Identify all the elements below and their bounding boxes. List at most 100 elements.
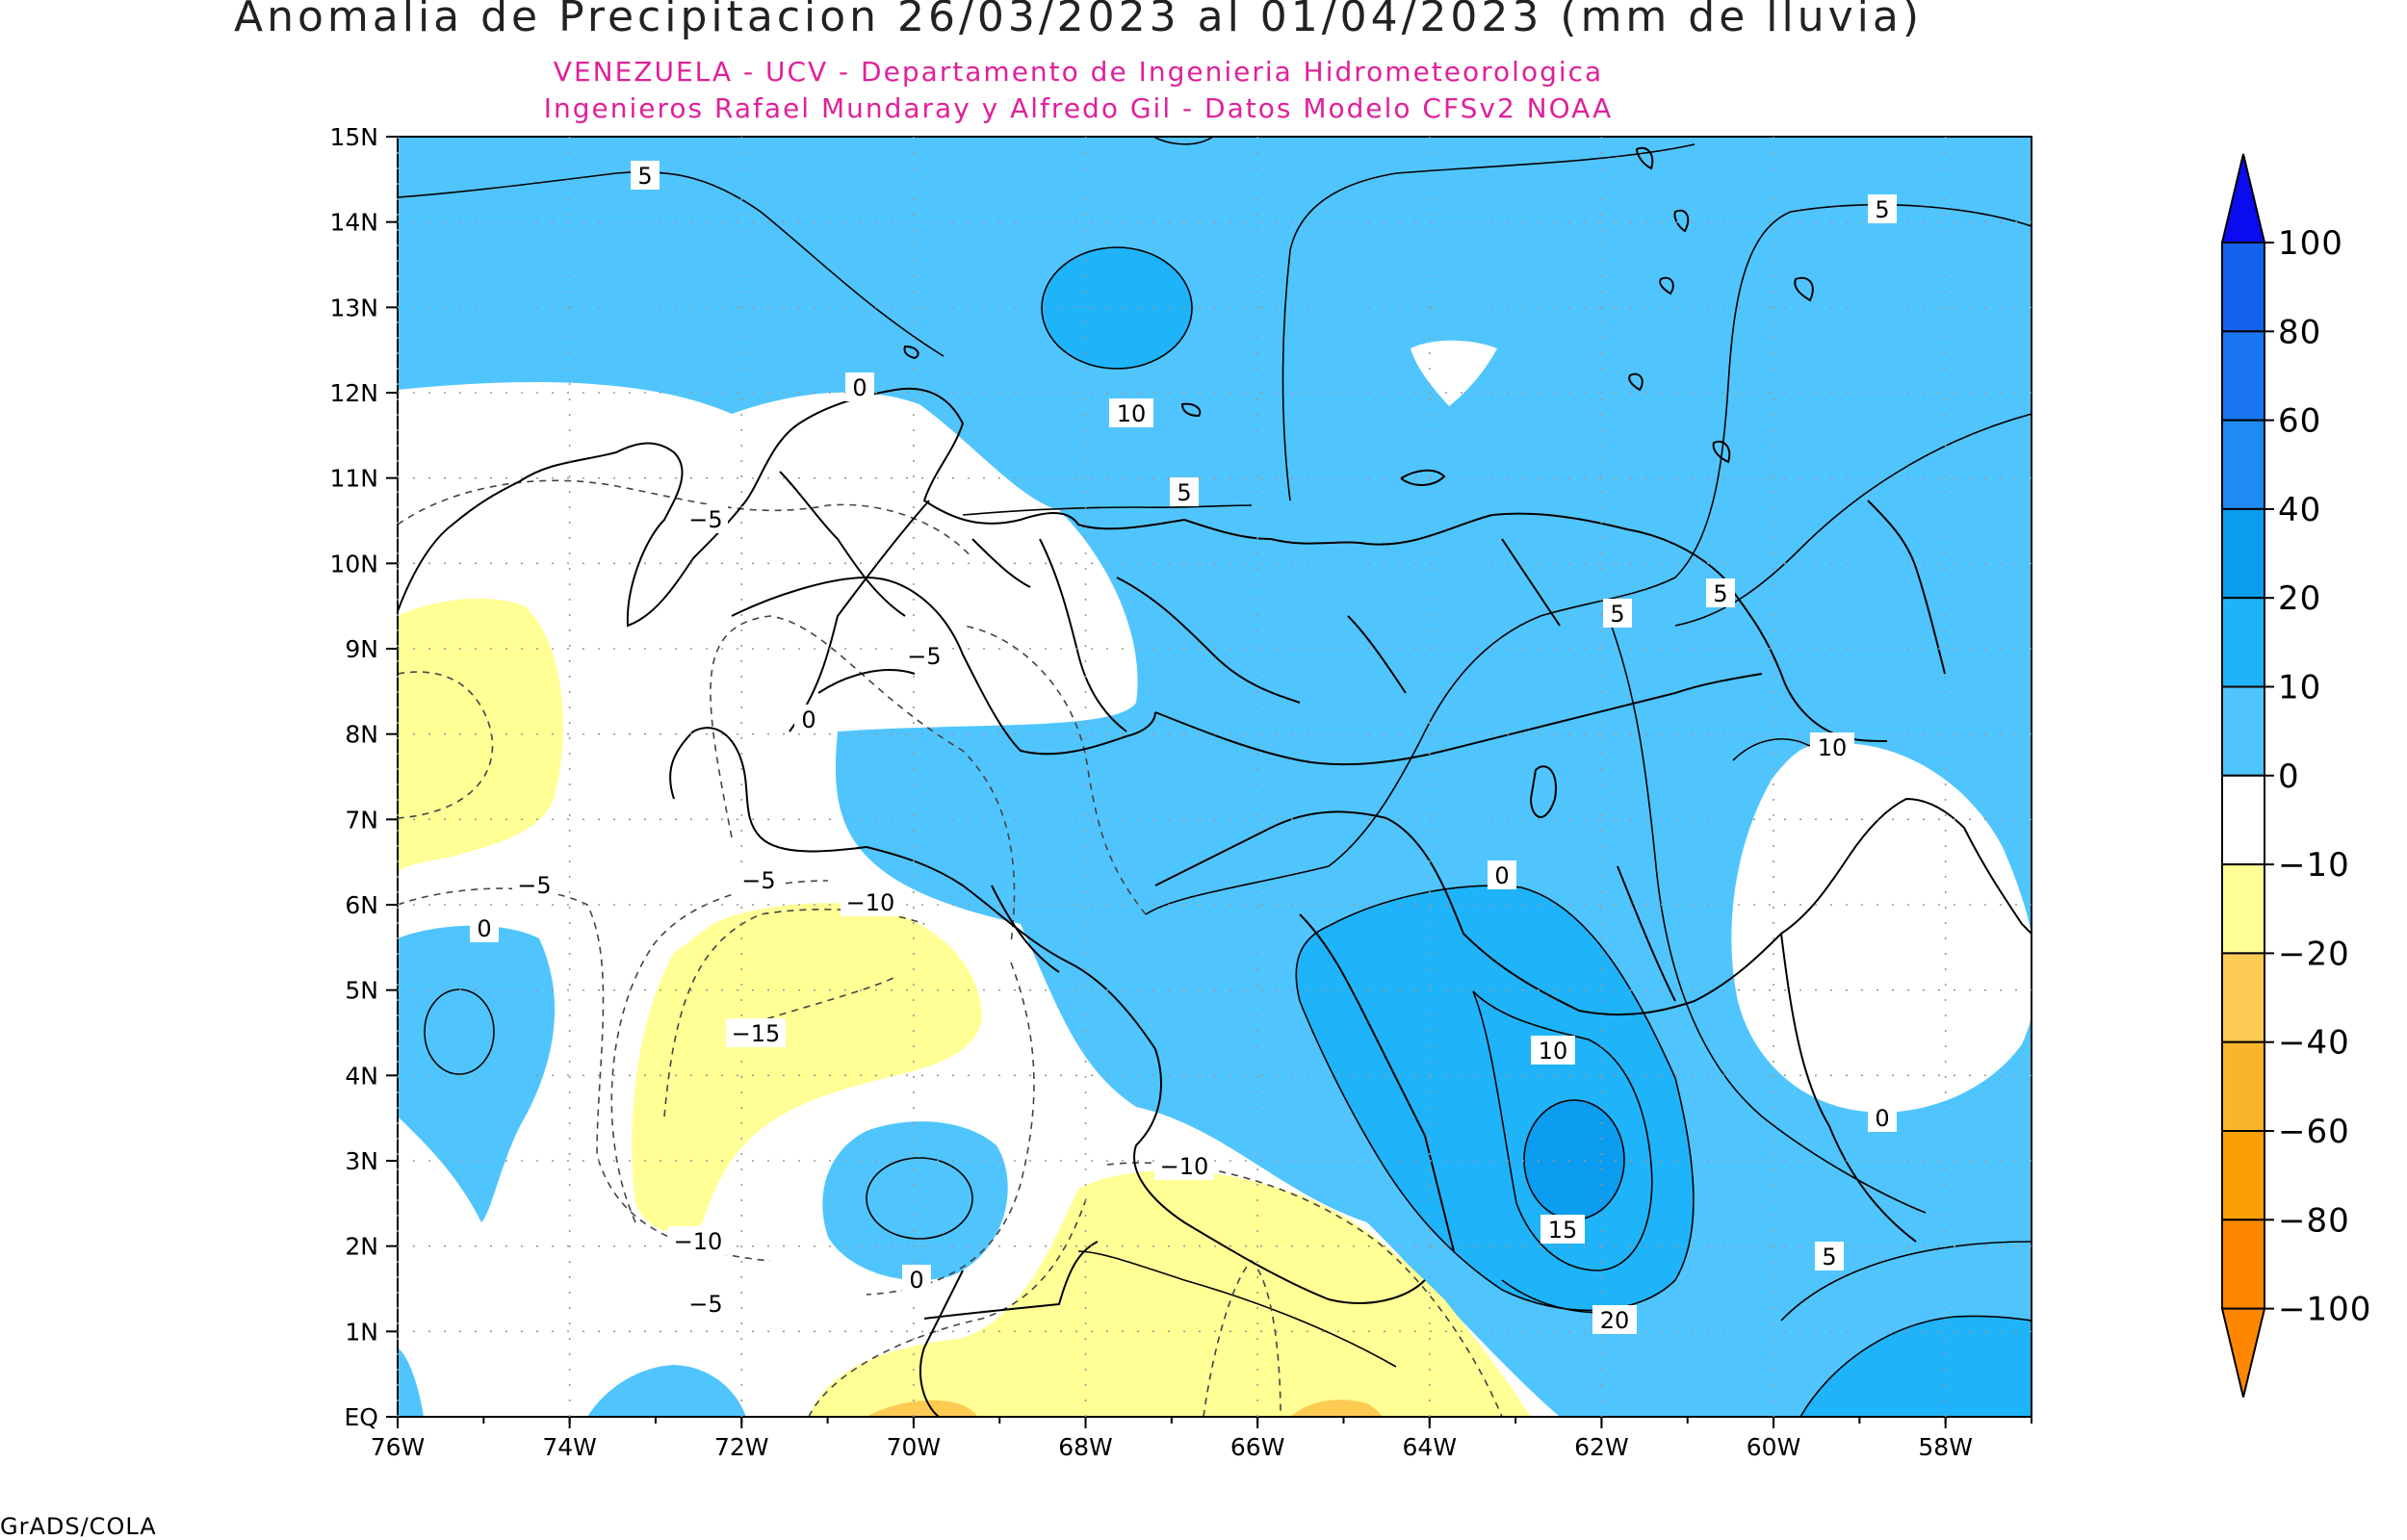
- wet-cell-plus20: [1523, 1099, 1625, 1220]
- svg-text:−5: −5: [517, 872, 551, 899]
- plot-frame: [397, 136, 2032, 1418]
- y-tick-label: 8N: [345, 721, 378, 749]
- x-tick-label: 68W: [1058, 1433, 1113, 1461]
- x-tick-label: 70W: [887, 1433, 942, 1461]
- y-tick-label: 7N: [345, 806, 378, 834]
- contour-label: 0: [794, 705, 823, 733]
- svg-text:−5: −5: [688, 506, 722, 533]
- subtitle-institution: VENEZUELA - UCV - Departamento de Ingeni…: [553, 56, 1604, 88]
- y-tick-label: 1N: [345, 1318, 378, 1346]
- svg-text:5: 5: [1822, 1244, 1836, 1270]
- svg-text:10: 10: [1117, 400, 1147, 427]
- x-tick-label: 66W: [1230, 1433, 1285, 1461]
- footer-credit: GrADS/COLA: [0, 1513, 157, 1540]
- x-tick-label: 72W: [714, 1433, 769, 1461]
- colorbar-segment: [2221, 952, 2265, 1043]
- colorbar-label: 0: [2278, 757, 2300, 796]
- contour-label: 10: [1109, 398, 1153, 427]
- contour-label: −5: [902, 641, 946, 670]
- dry-region-minus20-a: [867, 1399, 977, 1417]
- contour-label: 5: [1868, 194, 1897, 223]
- contour-label: 0: [1488, 860, 1516, 889]
- svg-text:5: 5: [1610, 601, 1624, 628]
- x-tick-label: 58W: [1918, 1433, 1973, 1461]
- contour-label: −5: [684, 1289, 728, 1318]
- subtitle-authors: Ingenieros Rafael Mundaray y Alfredo Gil…: [543, 92, 1614, 124]
- svg-text:−5: −5: [688, 1291, 722, 1318]
- colorbar-segment: [2221, 1040, 2265, 1132]
- colorbar-label: −40: [2278, 1024, 2350, 1063]
- dry-region-central-west: [632, 903, 982, 1233]
- y-tick-label: 15N: [329, 123, 378, 151]
- contour-label: 5: [1815, 1242, 1844, 1270]
- colorbar-segment: [2221, 1130, 2265, 1221]
- y-tick-label: 3N: [345, 1147, 378, 1175]
- y-tick-label: 10N: [329, 550, 378, 578]
- colorbar-segment: [2221, 330, 2265, 422]
- svg-text:0: 0: [1494, 862, 1509, 889]
- wet-cell-caribbean: [1041, 246, 1193, 370]
- y-tick-label: 12N: [329, 379, 378, 407]
- x-tick-label: 74W: [542, 1433, 597, 1461]
- contour-label: −10: [841, 887, 900, 916]
- y-tick-label: 2N: [345, 1233, 378, 1261]
- colorbar-label: −100: [2278, 1291, 2371, 1329]
- contour-label: −10: [1154, 1151, 1214, 1180]
- y-tick-label: 6N: [345, 891, 378, 919]
- colorbar-label: −80: [2278, 1201, 2350, 1240]
- near-zero-region-east: [1731, 743, 2032, 1113]
- x-tick-label: 60W: [1747, 1433, 1801, 1461]
- colorbar-label: −10: [2278, 846, 2350, 885]
- svg-text:0: 0: [909, 1267, 923, 1294]
- svg-text:−5: −5: [741, 867, 775, 894]
- colorbar-label: 80: [2278, 313, 2321, 351]
- axis-ticks: [386, 136, 2032, 1428]
- contour-label: 15: [1540, 1215, 1585, 1244]
- colorbar-segment: [2221, 597, 2265, 688]
- solid-contours: [398, 137, 2032, 1368]
- contour-label: 5: [1603, 599, 1632, 628]
- contour-label: 20: [1592, 1305, 1637, 1334]
- y-tick-label: 4N: [345, 1062, 378, 1090]
- colorbar-label: 40: [2278, 491, 2321, 529]
- dry-region-minus20-b: [1290, 1399, 1382, 1417]
- colorbar-label: 100: [2278, 224, 2343, 263]
- colorbar-segment: [2221, 419, 2265, 510]
- colorbar-segment: [2221, 863, 2265, 955]
- colorbar-label: 10: [2278, 669, 2321, 707]
- contour-label: 0: [470, 913, 499, 942]
- wet-cell-southwest: [822, 1121, 1008, 1281]
- svg-text:0: 0: [477, 915, 491, 942]
- svg-text:5: 5: [1875, 196, 1889, 223]
- colorbar-segment: [2221, 242, 2265, 333]
- gridlines: [397, 137, 2032, 1417]
- contour-label: 5: [631, 161, 660, 190]
- contour-label: 5: [1170, 477, 1199, 506]
- islands: [903, 146, 1814, 818]
- y-tick-label: 11N: [329, 465, 378, 493]
- colorbar-top-arrow: [2220, 153, 2266, 244]
- y-tick-label: 14N: [329, 209, 378, 237]
- colorbar-label: 60: [2278, 402, 2321, 441]
- axis-labels: 76W 74W 72W 70W 68W 66W 64W 62W 60W 58W EQ 1N 2N 3N 4N…: [329, 123, 1972, 1461]
- svg-text:5: 5: [1177, 479, 1191, 506]
- anomaly-field: [398, 137, 2032, 1417]
- colorbar-label: −20: [2278, 935, 2350, 973]
- svg-text:5: 5: [637, 163, 652, 190]
- svg-text:−10: −10: [1160, 1153, 1209, 1180]
- contour-label: −5: [512, 870, 556, 899]
- wet-cell-sw-corner: [398, 1348, 424, 1417]
- dry-region-south: [809, 1170, 1531, 1417]
- contour-label: −10: [668, 1226, 728, 1255]
- svg-text:−15: −15: [732, 1020, 781, 1047]
- x-tick-label: 76W: [371, 1433, 426, 1461]
- svg-text:−10: −10: [846, 889, 895, 916]
- dry-region-west: [398, 598, 563, 871]
- colorbar-label: 20: [2278, 579, 2321, 618]
- svg-text:0: 0: [852, 374, 867, 401]
- map-title: Anomalia de Precipitacion 26/03/2023 al …: [233, 0, 1923, 41]
- svg-text:0: 0: [801, 706, 815, 733]
- y-tick-label: 13N: [329, 294, 378, 321]
